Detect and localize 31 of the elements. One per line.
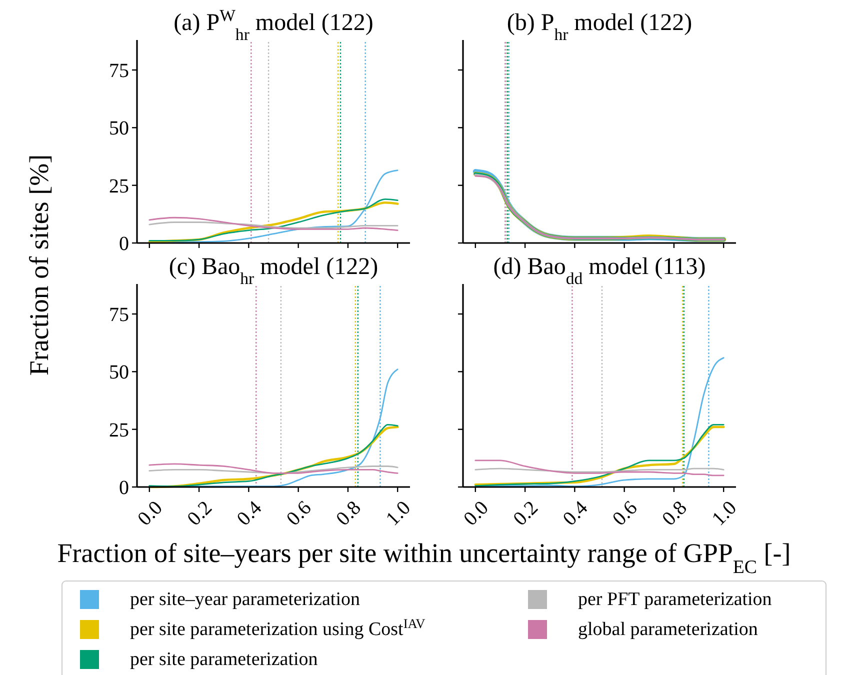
x-tick-label: 0.6: [608, 496, 642, 530]
y-tick-label: 25: [109, 175, 129, 198]
legend-label: per site parameterization using Cost$^{IAV}$: [130, 616, 426, 640]
x-tick-label: 0.8: [332, 496, 366, 530]
x-axis-title: Fraction of site–years per site within uncertainty range of GPP$_{EC}$ [-]: [57, 538, 791, 578]
y-tick-label: 25: [109, 419, 129, 442]
x-tick-label: 0.8: [658, 496, 692, 530]
y-tick-label: 50: [109, 118, 129, 140]
x-tick-label: 0.6: [282, 496, 316, 530]
y-tick-label: 0: [119, 477, 129, 499]
x-tick-label: 0.0: [460, 496, 493, 530]
x-tick-label: 0.4: [232, 496, 266, 530]
x-tick-label: 0.0: [134, 496, 167, 530]
chart-title: (a) P$^{W}$$_{hr}$ model (122): [174, 6, 374, 44]
chart-title: (b) P$_{hr}$ model (122): [506, 10, 692, 44]
y-axis-title: Fraction of sites [%]: [24, 154, 54, 376]
legend-label: per site parameterization: [130, 649, 318, 670]
y-tick-label: 75: [109, 60, 129, 82]
legend-label: global parameterization: [578, 619, 758, 640]
x-tick-label: 1.0: [382, 496, 416, 530]
x-tick-label: 0.4: [558, 496, 592, 530]
y-tick-label: 0: [119, 233, 129, 255]
y-tick-label: 75: [109, 304, 129, 326]
x-tick-label: 0.2: [509, 496, 542, 530]
legend-label: per site–year parameterization: [130, 589, 360, 610]
legend-label: per PFT parameterization: [578, 589, 772, 610]
x-tick-label: 1.0: [708, 496, 742, 530]
chart-title: (d) Bao$_{dd}$ model (113): [493, 254, 706, 288]
x-tick-label: 0.2: [183, 496, 216, 530]
chart-title: (c) Bao$_{hr}$ model (122): [168, 254, 378, 288]
y-tick-label: 50: [109, 362, 129, 384]
